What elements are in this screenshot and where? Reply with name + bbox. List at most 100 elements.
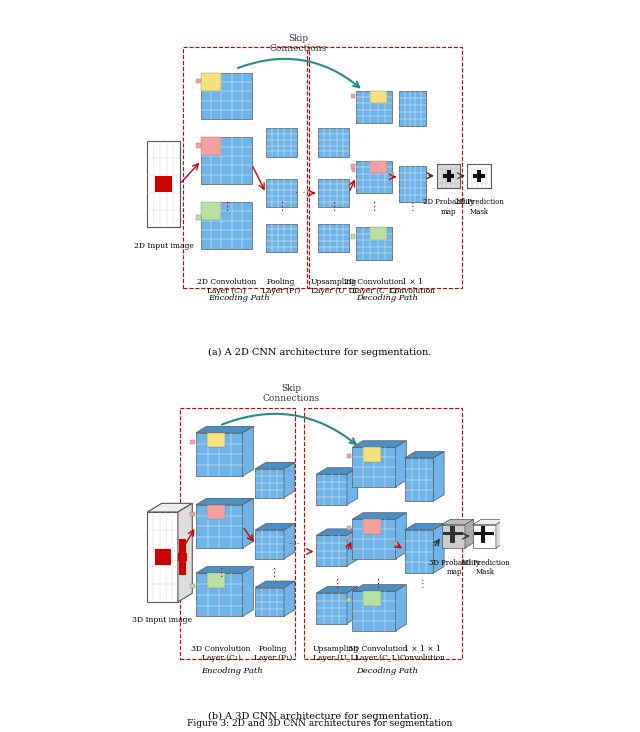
Bar — [318, 128, 349, 157]
Polygon shape — [316, 586, 358, 593]
Bar — [207, 505, 225, 519]
Text: Skip
Connections: Skip Connections — [262, 384, 320, 403]
Polygon shape — [284, 463, 295, 498]
Bar — [363, 519, 381, 534]
Bar — [399, 166, 426, 202]
Bar — [202, 72, 252, 119]
Bar — [316, 474, 347, 505]
Bar — [399, 91, 426, 127]
Text: 2D Convolution
Layer (C₁): 2D Convolution Layer (C₁) — [196, 277, 256, 295]
Bar — [443, 173, 454, 178]
Bar — [316, 593, 347, 624]
Bar — [474, 531, 494, 535]
Text: 3D Probability
map: 3D Probability map — [429, 559, 481, 576]
Bar — [207, 433, 225, 447]
Polygon shape — [243, 498, 253, 548]
Bar — [474, 173, 485, 178]
Bar — [353, 519, 396, 559]
Bar — [392, 173, 394, 176]
Bar — [266, 128, 296, 157]
Polygon shape — [243, 426, 253, 476]
Bar — [437, 164, 460, 187]
Text: 2D Input image: 2D Input image — [134, 242, 193, 250]
Bar — [353, 591, 396, 631]
Bar — [318, 223, 349, 253]
Polygon shape — [396, 441, 406, 487]
Text: 1 × 1
Convolution: 1 × 1 Convolution — [390, 277, 435, 295]
Bar — [404, 458, 433, 501]
Text: · · ·: · · · — [289, 539, 307, 549]
Polygon shape — [316, 468, 358, 474]
Bar — [472, 525, 496, 548]
Polygon shape — [284, 523, 295, 559]
Bar — [207, 573, 225, 588]
Bar — [191, 512, 195, 516]
Bar — [202, 72, 221, 91]
Text: Decoding Path: Decoding Path — [356, 667, 418, 675]
Polygon shape — [472, 520, 504, 525]
Bar — [347, 597, 351, 602]
Bar — [481, 526, 486, 542]
Bar — [255, 530, 284, 559]
Bar — [450, 526, 454, 542]
Bar — [477, 170, 481, 182]
Bar — [371, 160, 387, 173]
Polygon shape — [147, 504, 192, 512]
Bar — [353, 447, 396, 487]
Polygon shape — [396, 585, 406, 631]
Bar — [351, 169, 355, 172]
Bar — [191, 440, 195, 444]
Text: 1 × 1 × 1
Convolution: 1 × 1 × 1 Convolution — [399, 645, 445, 662]
Polygon shape — [347, 468, 358, 505]
Polygon shape — [196, 567, 253, 573]
Bar — [255, 468, 284, 498]
Bar — [255, 588, 284, 616]
Bar — [371, 227, 387, 240]
Polygon shape — [442, 520, 474, 525]
Text: 3D Prediction
Mask: 3D Prediction Mask — [461, 559, 510, 576]
Polygon shape — [178, 504, 192, 602]
Bar — [363, 447, 381, 462]
Text: ⋮: ⋮ — [328, 203, 339, 212]
Polygon shape — [316, 529, 358, 535]
Polygon shape — [353, 512, 406, 519]
Polygon shape — [255, 523, 295, 530]
Text: 2D Prediction
Mask: 2D Prediction Mask — [455, 198, 504, 216]
Text: (b) A 3D CNN architecture for segmentation.: (b) A 3D CNN architecture for segmentati… — [208, 712, 432, 720]
Bar — [202, 202, 221, 220]
Bar — [467, 164, 491, 187]
Polygon shape — [465, 520, 474, 548]
Text: ⋮: ⋮ — [268, 568, 279, 578]
Text: Pooling
Layer (P₁): Pooling Layer (P₁) — [254, 645, 292, 662]
Polygon shape — [404, 452, 444, 458]
Bar — [347, 526, 351, 530]
Text: 2D Probability
map: 2D Probability map — [423, 198, 474, 216]
Text: 2D Convolution
Layer (C_L): 2D Convolution Layer (C_L) — [344, 277, 404, 295]
Bar — [346, 536, 349, 539]
Polygon shape — [433, 452, 444, 501]
Text: ⋮: ⋮ — [372, 579, 383, 589]
Bar — [394, 542, 397, 545]
Text: ⋮: ⋮ — [276, 203, 287, 212]
Polygon shape — [353, 585, 406, 591]
Polygon shape — [353, 441, 406, 447]
Text: ⋮: ⋮ — [331, 579, 342, 589]
Bar — [202, 202, 252, 249]
Text: ⋮: ⋮ — [418, 579, 428, 589]
Text: Upsampling
Layer (U_L): Upsampling Layer (U_L) — [313, 645, 359, 662]
Bar — [147, 141, 180, 227]
Bar — [356, 91, 392, 123]
Polygon shape — [255, 581, 295, 588]
Polygon shape — [347, 586, 358, 624]
Bar — [371, 91, 387, 103]
Bar — [178, 553, 186, 561]
Bar — [363, 591, 381, 605]
Text: Skip
Connections: Skip Connections — [270, 34, 327, 53]
Bar — [351, 164, 355, 168]
Bar — [196, 78, 200, 83]
Bar — [356, 160, 392, 193]
Text: 3D Convolution
Layer (C_L): 3D Convolution Layer (C_L) — [348, 645, 407, 662]
Bar — [196, 433, 243, 476]
Polygon shape — [347, 529, 358, 566]
Bar — [444, 531, 463, 535]
